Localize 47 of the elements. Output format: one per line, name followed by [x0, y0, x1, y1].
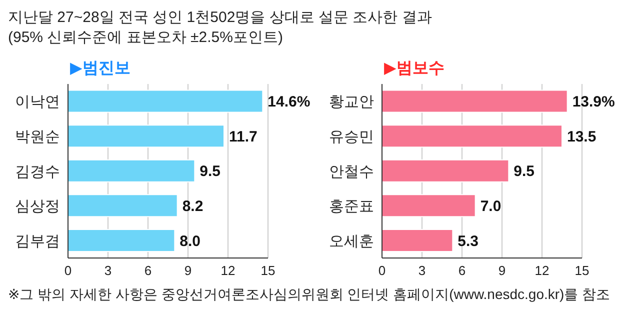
x-tick-label: 0	[378, 263, 386, 278]
chart-title: ▶범진보	[69, 59, 132, 79]
text: 지난달 27~28일 전국 성인 1천502명을 상대로 설문 조사한 결과	[8, 8, 433, 28]
x-tick-label: 12	[534, 263, 550, 278]
x-tick-label: 12	[220, 263, 236, 278]
bar	[382, 90, 568, 113]
y-tick-label: 박원순	[15, 128, 60, 146]
bar	[382, 228, 454, 252]
data-label: 14.6%	[268, 94, 310, 111]
x-tick-label: 3	[418, 263, 426, 278]
y-tick-label: 김부겸	[15, 232, 60, 250]
chart-title: ▶범보수	[383, 59, 446, 79]
x-tick-label: 9	[498, 263, 506, 278]
x-tick-label: 15	[260, 263, 276, 278]
bar	[68, 228, 176, 252]
x-tick-label: 0	[64, 263, 72, 278]
bar	[68, 124, 224, 148]
y-tick-label: 심상정	[15, 198, 60, 216]
y-tick-label: 안철수	[329, 163, 374, 180]
y-tick-label: 김경수	[15, 163, 60, 180]
y-tick-label: 유승민	[329, 128, 374, 146]
text: (95% 신뢰수준에 표본오차 ±2.5%포인트)	[8, 28, 284, 48]
y-tick-label: 이낙연	[15, 94, 60, 111]
data-label: 9.5	[200, 163, 221, 180]
bar	[68, 90, 264, 113]
data-label: 11.7	[229, 128, 258, 146]
x-tick-label: 6	[458, 263, 466, 278]
x-tick-label: 15	[574, 263, 590, 278]
x-tick-label: 6	[144, 263, 152, 278]
data-label: 13.5	[567, 128, 596, 146]
bar	[68, 194, 178, 218]
data-label: 13.9%	[572, 94, 615, 111]
bar	[382, 194, 476, 218]
data-label: 7.0	[480, 198, 502, 215]
x-tick-label: 3	[104, 263, 112, 278]
data-label: 9.5	[514, 163, 535, 180]
bar	[68, 159, 196, 182]
y-tick-label: 오세훈	[329, 232, 374, 250]
x-tick-label: 9	[184, 263, 192, 278]
data-label: 8.0	[180, 232, 201, 250]
data-label: 8.2	[182, 198, 204, 215]
y-tick-label: 황교안	[329, 94, 374, 111]
y-tick-label: 홍준표	[329, 198, 374, 216]
text: ※그 밖의 자세한 사항은 중앙선거여론조사심의위원회 인터넷 홈페이지(www.nesdc.go.kr)를 참조	[8, 285, 612, 304]
data-label: 5.3	[458, 232, 479, 250]
bar	[382, 124, 562, 148]
bar	[382, 159, 510, 182]
